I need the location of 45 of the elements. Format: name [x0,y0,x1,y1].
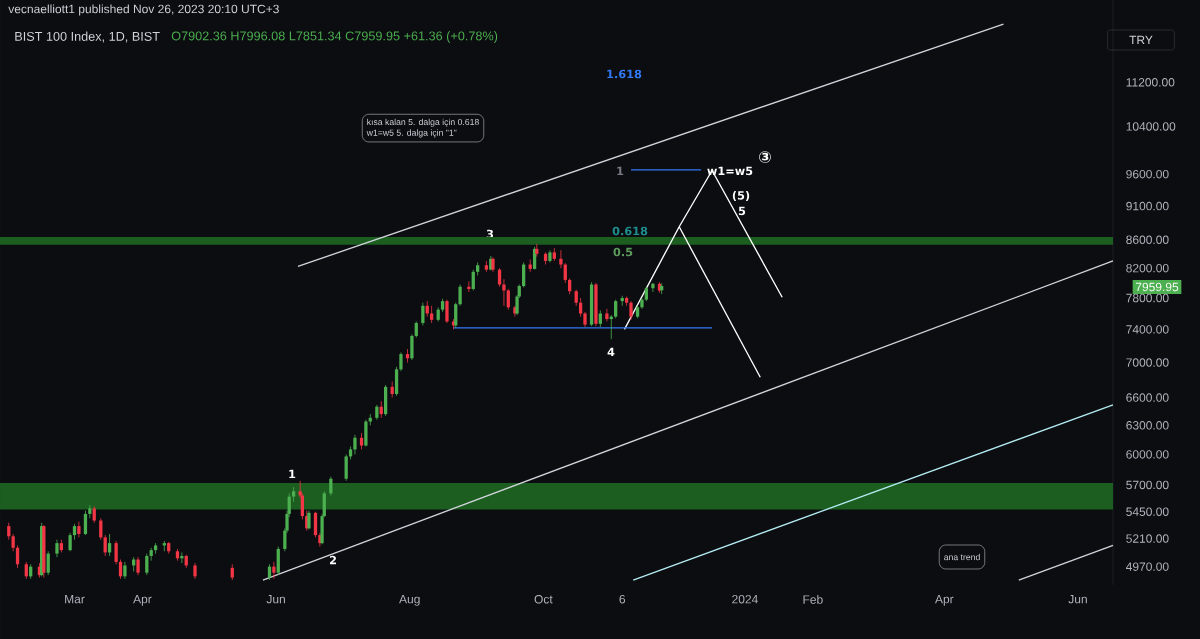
y-tick-label: 6300.00 [1126,421,1169,430]
text: BIST 100 Index, 1D, BIST [15,31,160,43]
y-tick-label: 5700.00 [1126,480,1169,490]
x-tick-label: Oct [534,594,553,604]
x-tick-label: Jun [266,594,285,604]
annotation: w1=w5 5. dalga için "1" [366,129,457,138]
y-tick-label: 10400.00 [1126,122,1176,131]
y-tick-label: 6600.00 [1126,393,1169,402]
y-tick-label: 9100.00 [1126,201,1169,211]
text: O7902.36 H7996.08 L7851.34 C7959.95 +61.36 (+0.78%) [171,31,498,43]
annotation: 4 [607,347,615,357]
annotation: w1=w5 [707,166,753,176]
annotation: kısa kalan 5. dalga için 0.618 [367,118,479,127]
annotation: ana trend [944,553,980,561]
x-tick-label: Feb [803,594,823,604]
y-tick-label: 9600.00 [1126,169,1169,179]
y-tick-label: 6000.00 [1126,450,1169,459]
y-tick-label: 7400.00 [1126,325,1169,334]
x-tick-label: 6 [619,594,626,604]
annotation: 2 [329,555,336,565]
annotation: (5) [732,190,750,202]
x-tick-label: Apr [934,594,954,606]
x-tick-label: Apr [133,594,152,606]
x-tick-label: 2024 [732,594,758,604]
annotation: 0.5 [613,247,633,257]
annotation: 1 [617,166,624,176]
annotation: 5 [738,206,746,216]
y-tick-label: 7800.00 [1126,293,1169,303]
y-tick-label: 5210.00 [1126,534,1169,543]
annotation: ③ [759,151,771,163]
text: 7959.95 [1135,282,1179,292]
y-tick-label: 7000.00 [1126,358,1169,367]
x-tick-label: Jun [1068,594,1087,604]
y-tick-label: 11200.00 [1126,78,1175,87]
x-tick-label: Aug [399,594,420,606]
y-tick-label: 8200.00 [1126,263,1169,273]
y-tick-label: 4970.00 [1125,562,1169,571]
annotation: 1 [289,469,296,479]
x-tick-label: Mar [65,594,85,604]
annotation: 0.618 [612,226,648,236]
text: TRY [1129,35,1153,45]
annotation: vecnaelliott1 published Nov 26, 2023 20:10 UTC+3 [8,4,279,16]
y-tick-label: 5450.00 [1126,507,1169,516]
annotation: 1.618 [607,69,642,79]
y-tick-label: 8600.00 [1126,235,1169,245]
